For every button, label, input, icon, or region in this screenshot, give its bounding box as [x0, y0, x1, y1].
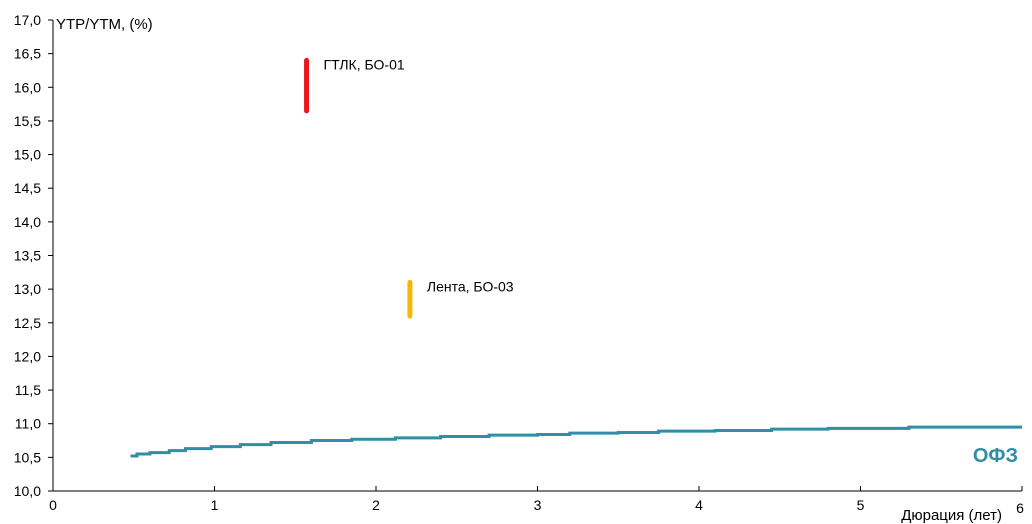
y-tick-label: 14,5 — [14, 180, 41, 196]
x-tick-label: 1 — [211, 497, 219, 513]
x-axis-title: Дюрация (лет) — [901, 507, 1002, 524]
y-axis-title: YTP/YTM, (%) — [56, 16, 153, 33]
axes — [52, 20, 1022, 492]
x-tick-label: 0 — [49, 497, 57, 513]
range-label: ГТЛК, БО-01 — [324, 56, 405, 72]
x-axis-ticks: 0 1 2 3 4 5 6 — [49, 486, 1024, 516]
ofz-curve-line — [130, 425, 1022, 458]
y-tick-label: 10,0 — [14, 483, 41, 499]
series-label: ОФЗ — [973, 445, 1018, 467]
x-tick-label: 4 — [695, 497, 703, 513]
y-tick-label: 12,5 — [14, 315, 41, 331]
y-tick-label: 15,0 — [14, 147, 41, 163]
range-label: Лента, БО-03 — [427, 278, 514, 294]
x-tick-label: 5 — [857, 497, 865, 513]
y-tick-label: 16,5 — [14, 46, 41, 62]
y-tick-label: 11,5 — [15, 382, 41, 398]
y-tick-label: 17,0 — [14, 12, 41, 28]
y-tick-label: 15,5 — [14, 113, 41, 129]
y-tick-label: 10,5 — [14, 449, 41, 465]
range-markers: ГТЛК, БО-01 Лента, БО-03 — [304, 56, 514, 319]
y-tick-label: 12,0 — [14, 348, 41, 364]
x-tick-label: 6 — [1016, 500, 1024, 516]
y-tick-label: 14,0 — [14, 214, 41, 230]
y-axis-ticks: 10,0 10,5 11,0 11,5 12,0 12,5 13,0 13,5 14,0 14,5… — [14, 12, 53, 499]
y-tick-label: 16,0 — [14, 79, 41, 95]
x-tick-label: 3 — [534, 497, 542, 513]
y-tick-label: 13,0 — [14, 281, 41, 297]
y-tick-label: 13,5 — [14, 248, 41, 264]
x-tick-label: 2 — [372, 497, 380, 513]
y-tick-label: 11,0 — [15, 416, 41, 432]
series-layer: ОФЗ — [130, 425, 1022, 467]
